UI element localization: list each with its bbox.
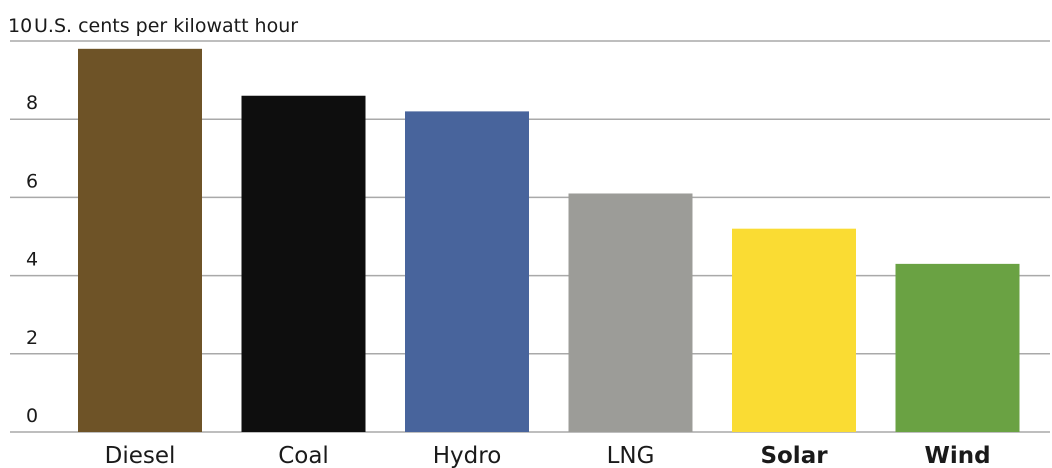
- bar-diesel: [78, 48, 202, 432]
- x-tick-label-lng: LNG: [607, 443, 655, 468]
- y-tick-label-0: 0: [26, 405, 38, 427]
- bar-lng: [568, 193, 693, 432]
- x-tick-label-solar: Solar: [760, 443, 828, 468]
- bar-solar: [732, 228, 856, 432]
- y-tick-label-2: 2: [26, 327, 38, 349]
- y-axis-ticks: 0 2 4 6 8 10: [8, 15, 38, 427]
- x-tick-label-wind: Wind: [924, 443, 990, 468]
- bar-wind: [895, 263, 1020, 432]
- x-tick-label-diesel: Diesel: [105, 443, 176, 468]
- y-tick-label-6: 6: [26, 170, 38, 192]
- bars: [78, 48, 1020, 433]
- y-tick-label-4: 4: [26, 249, 38, 271]
- y-axis-unit-label: U.S. cents per kilowatt hour: [34, 15, 298, 37]
- x-axis-ticks: Diesel Coal Hydro LNG Solar Wind: [105, 443, 991, 468]
- bar-hydro: [405, 111, 529, 432]
- bar-coal: [241, 95, 366, 433]
- y-tick-label-8: 8: [26, 92, 38, 114]
- x-tick-label-hydro: Hydro: [433, 443, 502, 468]
- x-tick-label-coal: Coal: [278, 443, 329, 468]
- y-tick-label-10: 10: [8, 15, 32, 37]
